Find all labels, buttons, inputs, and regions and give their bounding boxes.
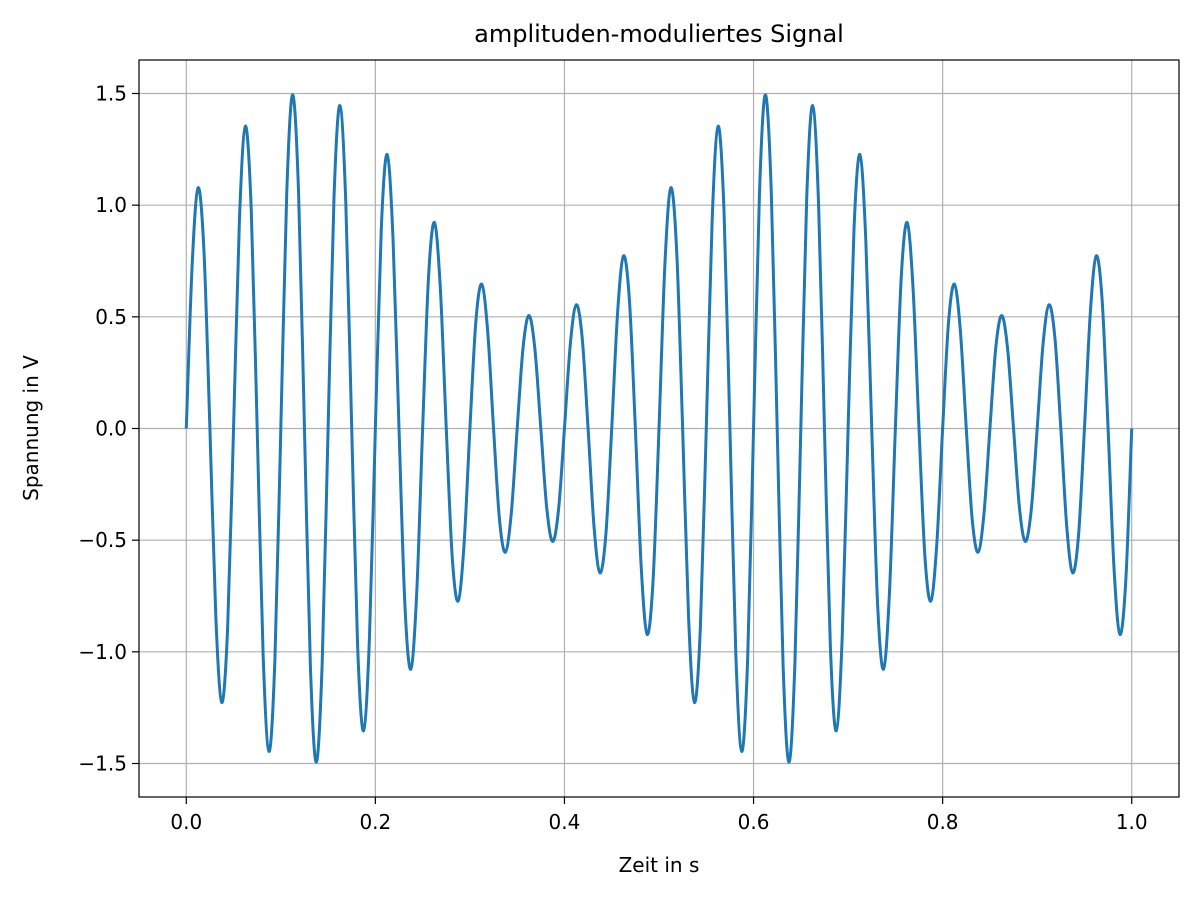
signal-line xyxy=(184,93,1134,764)
y-tick-label: 1.0 xyxy=(95,193,127,217)
x-tick-label: 0.6 xyxy=(738,810,770,834)
y-tick-label: −1.0 xyxy=(78,640,127,664)
chart-title: amplituden-moduliertes Signal xyxy=(474,20,844,48)
x-axis-label: Zeit in s xyxy=(619,853,700,877)
y-tick-label: 1.5 xyxy=(95,82,127,106)
x-tick-label: 0.4 xyxy=(549,810,581,834)
y-axis-label: Spannung in V xyxy=(19,355,43,501)
y-tick-label: 0.0 xyxy=(95,417,127,441)
y-tick-label: 0.5 xyxy=(95,305,127,329)
y-tick-label: −0.5 xyxy=(78,528,127,552)
x-tick-label: 1.0 xyxy=(1116,810,1148,834)
plot-frame xyxy=(138,59,1180,798)
x-tick-label: 0.0 xyxy=(170,810,202,834)
y-tick-label: −1.5 xyxy=(78,752,127,776)
x-tick-label: 0.2 xyxy=(359,810,391,834)
x-tick-label: 0.8 xyxy=(927,810,959,834)
